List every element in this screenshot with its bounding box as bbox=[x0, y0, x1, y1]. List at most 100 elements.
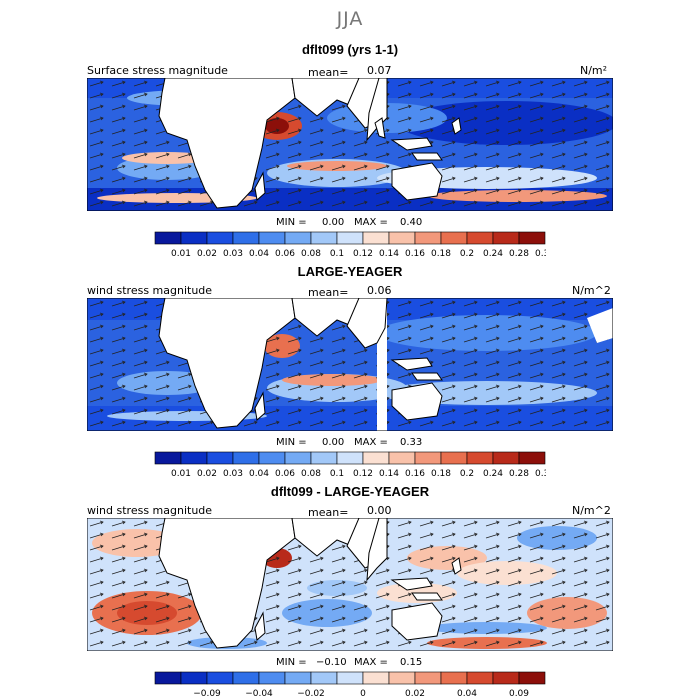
colorbar-tick-label: 0.01 bbox=[171, 469, 191, 478]
panel-2-mean-value: 0.06 bbox=[367, 284, 392, 297]
colorbar-tick-label: 0.18 bbox=[431, 249, 451, 258]
colorbar-tick-label: 0.02 bbox=[405, 689, 425, 698]
panel-2-max-label: MAX = bbox=[354, 437, 388, 448]
colorbar-swatch bbox=[336, 671, 364, 685]
panel-2-min-label: MIN = bbox=[276, 437, 307, 448]
panel-1-mean-value: 0.07 bbox=[367, 64, 392, 77]
colorbar-swatch bbox=[154, 451, 182, 465]
colorbar-swatch bbox=[440, 451, 468, 465]
colorbar-tick-label: 0.02 bbox=[197, 249, 217, 258]
panel-1-title: dflt099 (yrs 1-1) bbox=[301, 42, 399, 57]
colorbar-swatch bbox=[492, 451, 520, 465]
colorbar-swatch bbox=[258, 671, 286, 685]
colorbar-swatch bbox=[518, 231, 546, 245]
colorbar-swatch bbox=[466, 231, 494, 245]
panel-3-units: N/m^2 bbox=[572, 504, 611, 517]
panel-2-colorbar: 0.01 0.02 0.03 0.04 0.06 0.08 0.1 0.12 0.14 0.16 0… bbox=[154, 451, 546, 478]
panel-3-mean-value: 0.00 bbox=[367, 504, 392, 517]
colorbar-tick-label: 0.06 bbox=[275, 249, 295, 258]
colorbar-swatch bbox=[180, 451, 208, 465]
panel-2-title: LARGE-YEAGER bbox=[297, 264, 403, 279]
panel-2-min-value: 0.00 bbox=[322, 437, 345, 448]
panel-3-field-label: wind stress magnitude bbox=[87, 504, 213, 517]
colorbar-swatch bbox=[284, 451, 312, 465]
colorbar-swatch bbox=[518, 451, 546, 465]
colorbar-tick-label: 0.03 bbox=[223, 469, 243, 478]
panel-3-mean-label: mean= bbox=[308, 506, 349, 519]
colorbar-swatch bbox=[440, 671, 468, 685]
panel-1-field-label: Surface stress magnitude bbox=[87, 64, 228, 77]
colorbar-swatch bbox=[206, 231, 234, 245]
colorbar-tick-label: 0.32 bbox=[535, 469, 546, 478]
panel-1-mean-label: mean= bbox=[308, 66, 349, 79]
colorbar-tick-label: 0.28 bbox=[509, 249, 529, 258]
colorbar-swatch bbox=[492, 671, 520, 685]
colorbar-swatch bbox=[336, 231, 364, 245]
colorbar-swatch bbox=[388, 231, 416, 245]
colorbar-swatch bbox=[206, 451, 234, 465]
panel-1-max-value: 0.40 bbox=[400, 217, 423, 228]
colorbar-tick-label: 0.06 bbox=[275, 469, 295, 478]
colorbar-tick-label: 0.14 bbox=[379, 469, 399, 478]
colorbar-tick-label: 0.03 bbox=[223, 249, 243, 258]
panel-1-units: N/m² bbox=[580, 64, 608, 77]
colorbar-swatch bbox=[362, 231, 390, 245]
colorbar-tick-label: 0.2 bbox=[460, 469, 474, 478]
colorbar-tick-label: 0.1 bbox=[330, 469, 344, 478]
colorbar-swatch bbox=[362, 451, 390, 465]
panel-3-min-value: −0.10 bbox=[316, 657, 347, 668]
colorbar-tick-label: −0.02 bbox=[297, 689, 325, 698]
panel-1-max-label: MAX = bbox=[354, 217, 388, 228]
colorbar-tick-label: 0 bbox=[360, 689, 366, 698]
colorbar-tick-label: 0.16 bbox=[405, 469, 425, 478]
colorbar-swatch bbox=[180, 231, 208, 245]
colorbar-tick-label: 0.12 bbox=[353, 469, 373, 478]
colorbar-tick-label: −0.09 bbox=[193, 689, 221, 698]
colorbar-tick-label: 0.01 bbox=[171, 249, 191, 258]
colorbar-swatch bbox=[414, 671, 442, 685]
colorbar-swatch bbox=[440, 231, 468, 245]
colorbar-tick-label: 0.04 bbox=[249, 469, 269, 478]
panel-3-max-label: MAX = bbox=[354, 657, 388, 668]
colorbar-swatch bbox=[232, 231, 260, 245]
colorbar-swatch bbox=[388, 671, 416, 685]
colorbar-swatch bbox=[310, 231, 338, 245]
colorbar-tick-label: 0.28 bbox=[509, 469, 529, 478]
season-title: JJA bbox=[336, 8, 364, 30]
panel-3-title: dflt099 - LARGE-YEAGER bbox=[270, 484, 430, 499]
colorbar-swatch bbox=[232, 451, 260, 465]
colorbar-swatch bbox=[154, 231, 182, 245]
colorbar-tick-label: 0.24 bbox=[483, 469, 503, 478]
panel-1-colorbar: 0.01 0.02 0.03 0.04 0.06 0.08 0.1 0.12 0.14 0.16 0… bbox=[154, 231, 546, 258]
colorbar-swatch bbox=[362, 671, 390, 685]
colorbar-tick-label: 0.04 bbox=[457, 689, 477, 698]
panel-1-map bbox=[87, 78, 613, 211]
panel-1-min-label: MIN = bbox=[276, 217, 307, 228]
panel-2-max-value: 0.33 bbox=[400, 437, 423, 448]
colorbar-swatch bbox=[180, 671, 208, 685]
colorbar-tick-label: 0.14 bbox=[379, 249, 399, 258]
panel-2-mean-label: mean= bbox=[308, 286, 349, 299]
colorbar-tick-label: 0.2 bbox=[460, 249, 474, 258]
panel-1-min-value: 0.00 bbox=[322, 217, 345, 228]
colorbar-tick-label: −0.04 bbox=[245, 689, 273, 698]
colorbar-tick-label: 0.24 bbox=[483, 249, 503, 258]
colorbar-tick-label: 0.02 bbox=[197, 469, 217, 478]
colorbar-swatch bbox=[414, 231, 442, 245]
colorbar-swatch bbox=[232, 671, 260, 685]
panel-3-min-label: MIN = bbox=[276, 657, 307, 668]
colorbar-swatch bbox=[388, 451, 416, 465]
panel-2-map bbox=[87, 298, 613, 431]
colorbar-tick-label: 0.12 bbox=[353, 249, 373, 258]
colorbar-swatch bbox=[466, 451, 494, 465]
colorbar-tick-label: 0.32 bbox=[535, 249, 546, 258]
colorbar-tick-label: 0.09 bbox=[509, 689, 529, 698]
colorbar-swatch bbox=[336, 451, 364, 465]
colorbar-swatch bbox=[310, 671, 338, 685]
colorbar-swatch bbox=[310, 451, 338, 465]
colorbar-swatch bbox=[154, 671, 182, 685]
colorbar-tick-label: 0.16 bbox=[405, 249, 425, 258]
colorbar-swatch bbox=[284, 671, 312, 685]
panel-2-units: N/m^2 bbox=[572, 284, 611, 297]
panel-3-max-value: 0.15 bbox=[400, 657, 423, 668]
